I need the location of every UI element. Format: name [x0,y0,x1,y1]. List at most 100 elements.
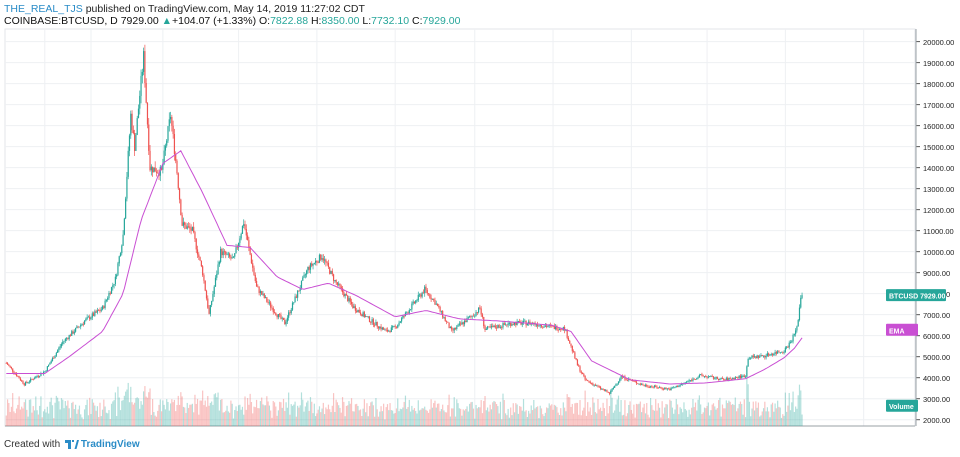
volume-bar [205,406,208,426]
volume-bar [779,407,781,426]
candle-body [195,238,197,250]
y-tick-label: 2000.00 [923,416,950,425]
volume-bar [162,400,164,426]
volume-bar [261,397,263,426]
volume-bar [430,399,432,426]
low-value: 7732.10 [371,15,410,27]
volume-bar [638,403,640,426]
volume-bar [697,399,699,426]
volume-bar [146,397,149,426]
candle-body [670,387,672,391]
volume-bar [375,398,377,426]
price-chart[interactable]: 2000.00 3000.00 4000.00 5000.00 6000.00 7000.… [3,28,954,431]
candle-body [507,323,509,326]
volume-bar [480,400,482,426]
volume-bar [370,402,372,426]
volume-bar [330,412,332,426]
volume-bar [134,402,136,426]
candle-body [513,322,516,325]
volume-bar [316,413,318,426]
volume-bar [418,410,421,426]
candle-body [254,274,256,282]
volume-bar [583,407,585,426]
volume-bar [255,399,258,426]
volume-bar [705,408,707,426]
volume-bar [498,413,500,426]
candle-body [311,263,313,266]
volume-bar [253,406,255,426]
volume-bar [641,412,643,426]
candle-body [379,326,381,329]
candle-body [716,376,718,379]
volume-bar [629,401,631,426]
candle-body [592,383,594,386]
volume-bar [756,407,758,426]
candle-body [422,292,425,294]
candle-body [212,294,214,302]
volume-bar [723,408,725,426]
candle-body [607,392,609,393]
volume-bar [769,417,771,426]
candle-body [769,354,771,356]
candle-body [504,324,507,326]
volume-bar [398,411,400,426]
volume-bar [37,414,39,426]
volume-bar [420,409,422,426]
volume-bar [698,395,700,426]
volume-bar [119,410,122,426]
volume-bar [203,405,205,426]
volume-bar [712,403,715,426]
candle-body [697,377,699,379]
candle-body [590,382,593,384]
volume-bar [598,409,600,426]
candle-body [241,225,244,234]
y-tick-label: 11000.00 [923,227,954,236]
volume-bar [371,401,373,426]
volume-bar [602,402,604,426]
candle-body [194,232,196,239]
volume-bar [31,412,33,426]
candle-body [691,380,693,381]
volume-bar [325,407,327,426]
candle-body [522,320,525,324]
candle-body [540,325,543,327]
y-tick-label: 16000.00 [923,122,954,131]
volume-bar [166,399,168,426]
candle-body [765,355,767,358]
candle-body [603,389,605,391]
author-link[interactable]: THE_REAL_TJS [4,3,83,15]
volume-bar [684,409,686,426]
volume-bar [231,403,233,426]
volume-bar [308,410,310,426]
candle-body [742,375,744,377]
volume-bar [535,407,537,426]
candle-body [392,326,394,328]
candle-body [526,323,528,326]
candle-body [725,378,727,380]
volume-bar [406,408,408,426]
tradingview-link[interactable]: TradingView [80,439,140,450]
candle-body [243,224,245,226]
ema-line [6,150,803,385]
volume-bar [755,401,757,426]
candle-body [19,378,22,381]
volume-bar [62,399,64,426]
volume-bar [462,409,464,426]
chart-area[interactable]: 2000.00 3000.00 4000.00 5000.00 6000.00 7000.… [3,28,954,431]
volume-bar [800,390,802,426]
volume-bar [567,397,570,426]
volume-bar [127,382,129,426]
candle-body [136,118,138,135]
candle-body [747,359,749,367]
volume-bar [98,417,100,426]
volume-bar [58,401,60,426]
candle-body [616,383,618,385]
candle-body [214,277,217,287]
volume-bar [466,406,468,426]
volume-bar [248,404,250,426]
volume-bar [13,411,15,426]
volume-bar [580,415,582,426]
volume-bar [46,406,48,426]
candle-body [774,352,776,354]
candle-body [126,176,128,199]
